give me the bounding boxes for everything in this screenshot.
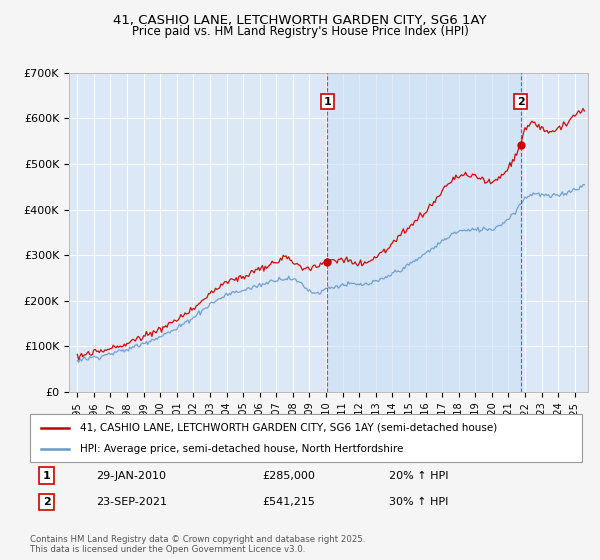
Text: Price paid vs. HM Land Registry's House Price Index (HPI): Price paid vs. HM Land Registry's House … [131, 25, 469, 38]
Text: 1: 1 [323, 96, 331, 106]
Text: 2: 2 [43, 497, 50, 507]
Text: £285,000: £285,000 [262, 470, 315, 480]
Text: 41, CASHIO LANE, LETCHWORTH GARDEN CITY, SG6 1AY (semi-detached house): 41, CASHIO LANE, LETCHWORTH GARDEN CITY,… [80, 423, 497, 433]
Text: 30% ↑ HPI: 30% ↑ HPI [389, 497, 448, 507]
Text: 29-JAN-2010: 29-JAN-2010 [96, 470, 166, 480]
Text: HPI: Average price, semi-detached house, North Hertfordshire: HPI: Average price, semi-detached house,… [80, 444, 403, 454]
Text: 1: 1 [43, 470, 50, 480]
Text: £541,215: £541,215 [262, 497, 315, 507]
Text: 20% ↑ HPI: 20% ↑ HPI [389, 470, 448, 480]
Text: Contains HM Land Registry data © Crown copyright and database right 2025.
This d: Contains HM Land Registry data © Crown c… [30, 535, 365, 554]
Text: 41, CASHIO LANE, LETCHWORTH GARDEN CITY, SG6 1AY: 41, CASHIO LANE, LETCHWORTH GARDEN CITY,… [113, 14, 487, 27]
Bar [328, 73, 521, 392]
Text: 23-SEP-2021: 23-SEP-2021 [96, 497, 167, 507]
Text: 2: 2 [517, 96, 524, 106]
